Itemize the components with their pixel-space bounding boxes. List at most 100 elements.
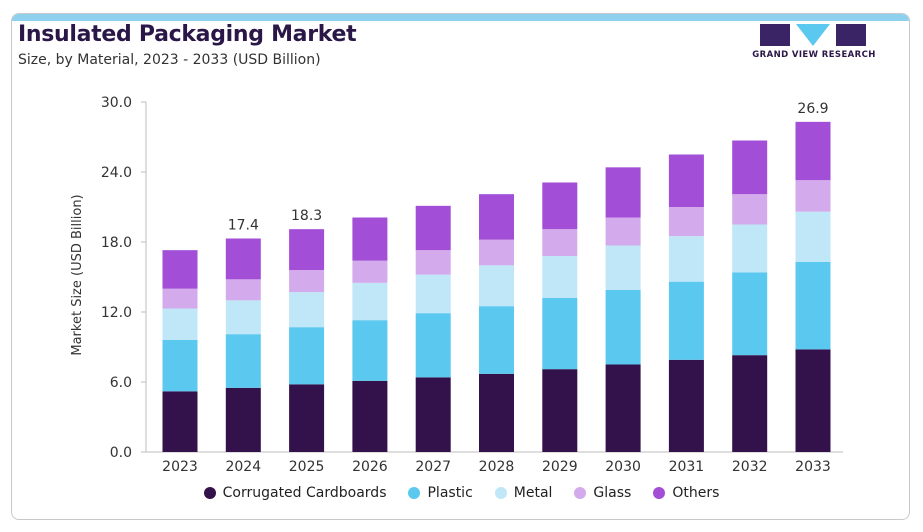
bar-segment-corrugated-cardboards bbox=[225, 387, 261, 452]
chart-legend: Corrugated Cardboards Plastic Metal Glass Ot… bbox=[0, 483, 923, 503]
chart-subtitle: Size, by Material, 2023 - 2033 (USD Bill… bbox=[18, 52, 321, 68]
bar-segment-others bbox=[289, 229, 325, 270]
legend-label: Plastic bbox=[427, 485, 473, 501]
bar-segment-metal bbox=[162, 308, 198, 340]
bar-segment-others bbox=[795, 121, 831, 181]
legend-item: Glass bbox=[574, 485, 631, 501]
x-tick-label: 2023 bbox=[162, 459, 198, 475]
bar-segment-plastic bbox=[415, 313, 451, 378]
legend-swatch bbox=[574, 487, 587, 499]
grand-view-research-logo bbox=[760, 24, 866, 46]
legend-label: Glass bbox=[593, 485, 632, 501]
logo-text: GRAND VIEW RESEARCH bbox=[752, 50, 876, 60]
bar-segment-others bbox=[225, 238, 261, 280]
bar-segment-plastic bbox=[668, 281, 704, 360]
bar-segment-glass bbox=[479, 239, 514, 266]
bar-segment-corrugated-cardboards bbox=[479, 373, 514, 452]
bar-segment-glass bbox=[289, 270, 325, 293]
bar-segment-metal bbox=[415, 274, 451, 314]
logo-triangle-icon bbox=[796, 24, 830, 46]
y-tick-label: 18.0 bbox=[101, 235, 132, 251]
bar-segment-metal bbox=[225, 300, 261, 335]
bar-segment-others bbox=[605, 167, 641, 218]
bar-segment-plastic bbox=[795, 261, 831, 350]
logo-block-left bbox=[760, 24, 790, 46]
bar-segment-plastic bbox=[289, 327, 325, 385]
y-tick-label: 24.0 bbox=[101, 165, 132, 181]
y-tick-label: 12.0 bbox=[101, 305, 132, 321]
bar-segment-plastic bbox=[162, 340, 198, 392]
bar-segment-glass bbox=[225, 279, 261, 301]
bar-segment-glass bbox=[605, 217, 641, 246]
legend-item: Corrugated Cardboards bbox=[203, 485, 387, 501]
bar-segment-glass bbox=[668, 207, 704, 237]
bar-segment-others bbox=[415, 205, 451, 251]
bar-segment-plastic bbox=[542, 298, 578, 370]
bar-segment-others bbox=[352, 217, 388, 261]
bar-segment-metal bbox=[479, 265, 514, 307]
bar-segment-metal bbox=[795, 211, 831, 262]
bar-segment-plastic bbox=[352, 320, 388, 381]
bar-segment-corrugated-cardboards bbox=[605, 364, 641, 452]
bar-segment-corrugated-cardboards bbox=[542, 369, 578, 452]
bar-segment-metal bbox=[732, 224, 768, 273]
bar-segment-plastic bbox=[605, 289, 641, 365]
x-tick-label: 2026 bbox=[352, 459, 388, 475]
y-tick-label: 6.0 bbox=[110, 375, 132, 391]
y-axis-title: Market Size (USD Billion) bbox=[70, 194, 85, 355]
bar-segment-corrugated-cardboards bbox=[668, 359, 704, 452]
bar-segment-glass bbox=[542, 229, 578, 256]
logo-block-right bbox=[836, 24, 866, 46]
bar-segment-metal bbox=[542, 256, 578, 298]
bar-segment-glass bbox=[352, 260, 388, 283]
bar-segment-metal bbox=[668, 236, 704, 282]
bar-segment-others bbox=[542, 182, 578, 230]
card-accent-bar bbox=[12, 14, 909, 21]
bar-segment-others bbox=[732, 140, 768, 195]
bar-segment-plastic bbox=[479, 306, 514, 374]
bar-segment-glass bbox=[795, 180, 831, 212]
bar-segment-glass bbox=[732, 194, 768, 225]
legend-item: Plastic bbox=[408, 485, 473, 501]
legend-swatch bbox=[494, 487, 507, 499]
x-tick-label: 2032 bbox=[732, 459, 768, 475]
bar-segment-plastic bbox=[225, 334, 261, 388]
x-tick-label: 2024 bbox=[225, 459, 261, 475]
bar-segment-others bbox=[162, 250, 198, 289]
x-tick-label: 2031 bbox=[669, 459, 705, 475]
bar-segment-corrugated-cardboards bbox=[289, 384, 325, 452]
legend-item: Others bbox=[653, 485, 719, 501]
x-tick-label: 2025 bbox=[289, 459, 325, 475]
legend-label: Corrugated Cardboards bbox=[222, 485, 387, 501]
bar-segment-metal bbox=[289, 292, 325, 328]
data-label: 26.9 bbox=[797, 101, 828, 117]
x-tick-label: 2028 bbox=[479, 459, 515, 475]
bar-segment-corrugated-cardboards bbox=[415, 377, 451, 452]
x-tick-label: 2030 bbox=[605, 459, 641, 475]
bar-segment-corrugated-cardboards bbox=[732, 355, 768, 452]
bar-segment-glass bbox=[415, 250, 451, 275]
x-tick-label: 2029 bbox=[542, 459, 578, 475]
x-tick-label: 2027 bbox=[415, 459, 451, 475]
legend-label: Metal bbox=[513, 485, 553, 501]
legend-label: Others bbox=[672, 485, 720, 501]
x-tick-label: 2033 bbox=[795, 459, 831, 475]
bar-segment-plastic bbox=[732, 272, 768, 356]
chart-title: Insulated Packaging Market bbox=[18, 22, 357, 47]
data-label: 17.4 bbox=[228, 218, 259, 234]
bar-segment-corrugated-cardboards bbox=[795, 349, 831, 452]
bar-segment-others bbox=[479, 194, 514, 240]
bar-segment-corrugated-cardboards bbox=[162, 391, 198, 452]
data-label: 18.3 bbox=[291, 208, 322, 224]
bar-segment-glass bbox=[162, 288, 198, 309]
bar-segment-corrugated-cardboards bbox=[352, 380, 388, 452]
legend-swatch bbox=[203, 487, 216, 499]
bar-segment-metal bbox=[352, 282, 388, 321]
y-tick-label: 0.0 bbox=[110, 445, 132, 461]
legend-item: Metal bbox=[494, 485, 553, 501]
y-tick-label: 30.0 bbox=[101, 95, 132, 111]
bar-segment-metal bbox=[605, 245, 641, 290]
legend-swatch bbox=[408, 487, 421, 499]
bar-segment-others bbox=[668, 154, 704, 207]
